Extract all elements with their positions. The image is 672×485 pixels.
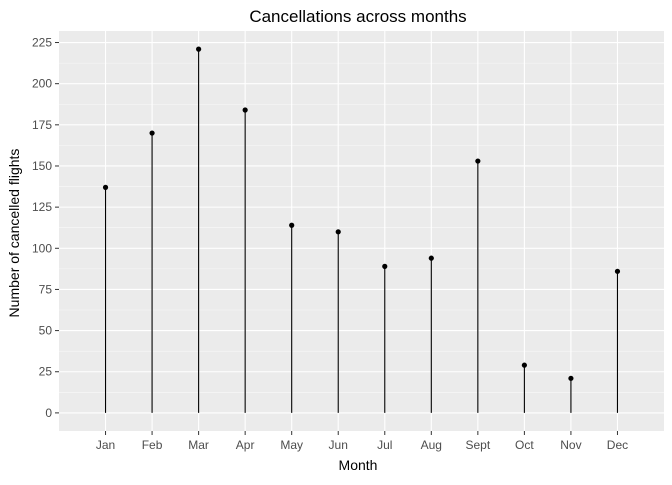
x-tick-label: Feb: [142, 438, 163, 452]
x-tick-label: Aug: [421, 438, 442, 452]
y-axis-title: Number of cancelled flights: [6, 149, 22, 318]
lollipop-point: [335, 229, 341, 235]
lollipop-point: [289, 222, 295, 228]
x-tick-label: Dec: [607, 438, 628, 452]
chart-title: Cancellations across months: [249, 7, 466, 26]
x-tick-label: Sept: [466, 438, 491, 452]
x-tick-label: Jan: [96, 438, 115, 452]
x-tick-label: Jun: [329, 438, 348, 452]
axis-ticks: 0 25 50 75 100 125 150 175 200 225 Jan Feb Mar Apr May…: [32, 36, 628, 452]
panel-background: [59, 31, 664, 431]
lollipop-point: [614, 268, 621, 274]
lollipop-point: [102, 184, 109, 190]
x-axis-title: Month: [339, 457, 378, 473]
y-tick-label: 50: [39, 324, 53, 338]
y-tick-label: 225: [32, 36, 52, 50]
x-tick-label: May: [280, 438, 303, 452]
lollipop-point: [521, 362, 527, 368]
x-tick-label: Mar: [188, 438, 209, 452]
y-tick-label: 150: [32, 159, 52, 173]
chart-marks: [102, 46, 621, 413]
lollipop-point: [196, 46, 202, 52]
y-tick-label: 75: [39, 282, 53, 296]
lollipop-point: [568, 375, 574, 381]
y-tick-label: 100: [32, 241, 52, 255]
x-tick-label: Jul: [377, 438, 392, 452]
lollipop-point: [382, 263, 388, 269]
y-tick-label: 175: [32, 118, 52, 132]
x-tick-label: Oct: [515, 438, 534, 452]
lollipop-point: [428, 255, 434, 261]
x-tick-label: Nov: [560, 438, 581, 452]
lollipop-point: [475, 158, 481, 164]
lollipop-point: [149, 130, 155, 136]
x-tick-label: Apr: [236, 438, 255, 452]
y-tick-label: 125: [32, 200, 52, 214]
y-tick-label: 200: [32, 77, 52, 91]
y-tick-label: 0: [45, 406, 52, 420]
y-tick-label: 25: [39, 365, 53, 379]
lollipop-point: [242, 107, 248, 113]
